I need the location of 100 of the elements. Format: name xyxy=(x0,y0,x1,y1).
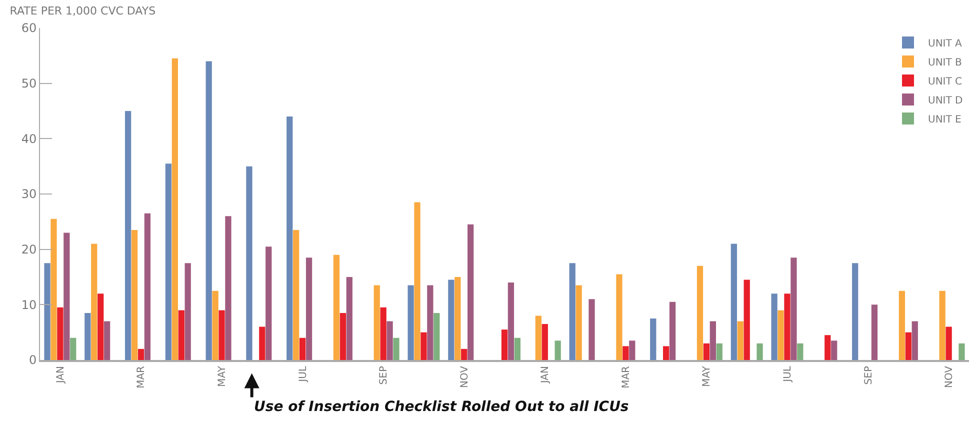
bar xyxy=(958,343,965,360)
x-tick-label: JUL xyxy=(782,366,794,383)
bar xyxy=(576,285,582,360)
bar xyxy=(824,335,831,360)
bar xyxy=(448,280,454,360)
bar xyxy=(434,312,440,360)
bar xyxy=(374,285,380,360)
bar xyxy=(393,338,400,360)
bar xyxy=(408,285,414,360)
bar xyxy=(703,343,710,360)
bar xyxy=(414,202,420,360)
bar xyxy=(461,348,468,360)
bar xyxy=(710,321,716,360)
bar xyxy=(206,61,212,360)
x-tick-label: JUL xyxy=(298,366,309,383)
bar xyxy=(831,340,838,360)
bar xyxy=(852,263,858,360)
x-tick-label: MAY xyxy=(702,365,713,387)
bar xyxy=(346,277,352,360)
bar xyxy=(629,340,636,360)
y-tick-label: 50 xyxy=(21,76,37,91)
bar xyxy=(138,348,144,360)
bar xyxy=(427,285,434,360)
bar xyxy=(218,310,225,360)
bar xyxy=(306,258,312,360)
bar xyxy=(771,294,778,360)
x-tick-label: NOV xyxy=(944,366,956,388)
bar xyxy=(650,318,656,360)
bar xyxy=(91,244,98,360)
bar xyxy=(622,346,629,360)
bar xyxy=(172,58,178,360)
legend-label: UNIT E xyxy=(928,114,962,126)
bar xyxy=(454,277,461,360)
bar xyxy=(420,332,427,360)
y-tick-label: 10 xyxy=(21,298,37,312)
bar xyxy=(669,302,676,360)
bar xyxy=(756,343,763,360)
bar xyxy=(898,290,906,360)
bar xyxy=(663,346,670,360)
legend-label: UNIT C xyxy=(928,76,962,88)
bar xyxy=(380,307,386,360)
x-tick-label: JAN xyxy=(55,366,66,384)
bar xyxy=(259,326,266,360)
y-tick-label: 20 xyxy=(21,242,37,257)
bar xyxy=(333,254,340,360)
bar xyxy=(535,316,542,360)
bar xyxy=(946,326,952,360)
bar xyxy=(184,263,191,360)
bar xyxy=(514,338,520,360)
bar xyxy=(212,290,218,360)
text: Use of Insertion Checklist Rolled Out to all ICUs xyxy=(254,399,629,415)
legend-label: UNIT A xyxy=(928,38,962,50)
x-tick-label: SEP xyxy=(378,366,390,385)
bar xyxy=(784,294,790,360)
bar xyxy=(737,321,744,360)
bar xyxy=(50,218,57,360)
y-tick-label: 0 xyxy=(28,353,37,368)
bar xyxy=(131,230,138,360)
bar xyxy=(468,224,474,360)
bar xyxy=(70,338,76,360)
bar xyxy=(905,332,912,360)
x-tick-label: MAY xyxy=(217,365,228,387)
bar xyxy=(246,166,252,360)
bar xyxy=(104,321,110,360)
bar xyxy=(616,274,622,360)
bar xyxy=(165,164,172,360)
bar xyxy=(554,340,561,360)
bar xyxy=(542,324,548,360)
legend-label: UNIT B xyxy=(928,57,962,68)
bar xyxy=(84,312,91,360)
y-tick-label: 40 xyxy=(21,132,37,146)
bar xyxy=(340,312,346,360)
bar xyxy=(386,321,393,360)
bar xyxy=(225,216,232,360)
x-tick-label: MAR xyxy=(136,366,148,388)
bar xyxy=(501,330,508,360)
chart-title: RATE PER 1,000 CVC DAYS xyxy=(10,4,156,18)
bar xyxy=(124,111,132,360)
bar xyxy=(98,294,104,360)
bar xyxy=(730,244,737,360)
bar xyxy=(696,266,704,360)
bar xyxy=(778,310,784,360)
bar xyxy=(266,246,272,360)
x-tick-label: MAR xyxy=(620,366,632,388)
bar xyxy=(716,343,722,360)
x-tick-label: NOV xyxy=(459,366,470,388)
bar xyxy=(797,343,804,360)
bar xyxy=(744,280,750,360)
bar xyxy=(588,299,595,360)
bar xyxy=(144,213,151,360)
bar xyxy=(44,263,50,360)
bar xyxy=(871,304,878,360)
bar xyxy=(912,321,918,360)
bar xyxy=(286,116,293,360)
bar xyxy=(293,230,300,360)
x-tick-label: JAN xyxy=(540,366,552,384)
bar xyxy=(299,338,306,360)
bar xyxy=(569,263,576,360)
y-tick-label: 30 xyxy=(21,187,37,202)
bar xyxy=(508,282,514,360)
